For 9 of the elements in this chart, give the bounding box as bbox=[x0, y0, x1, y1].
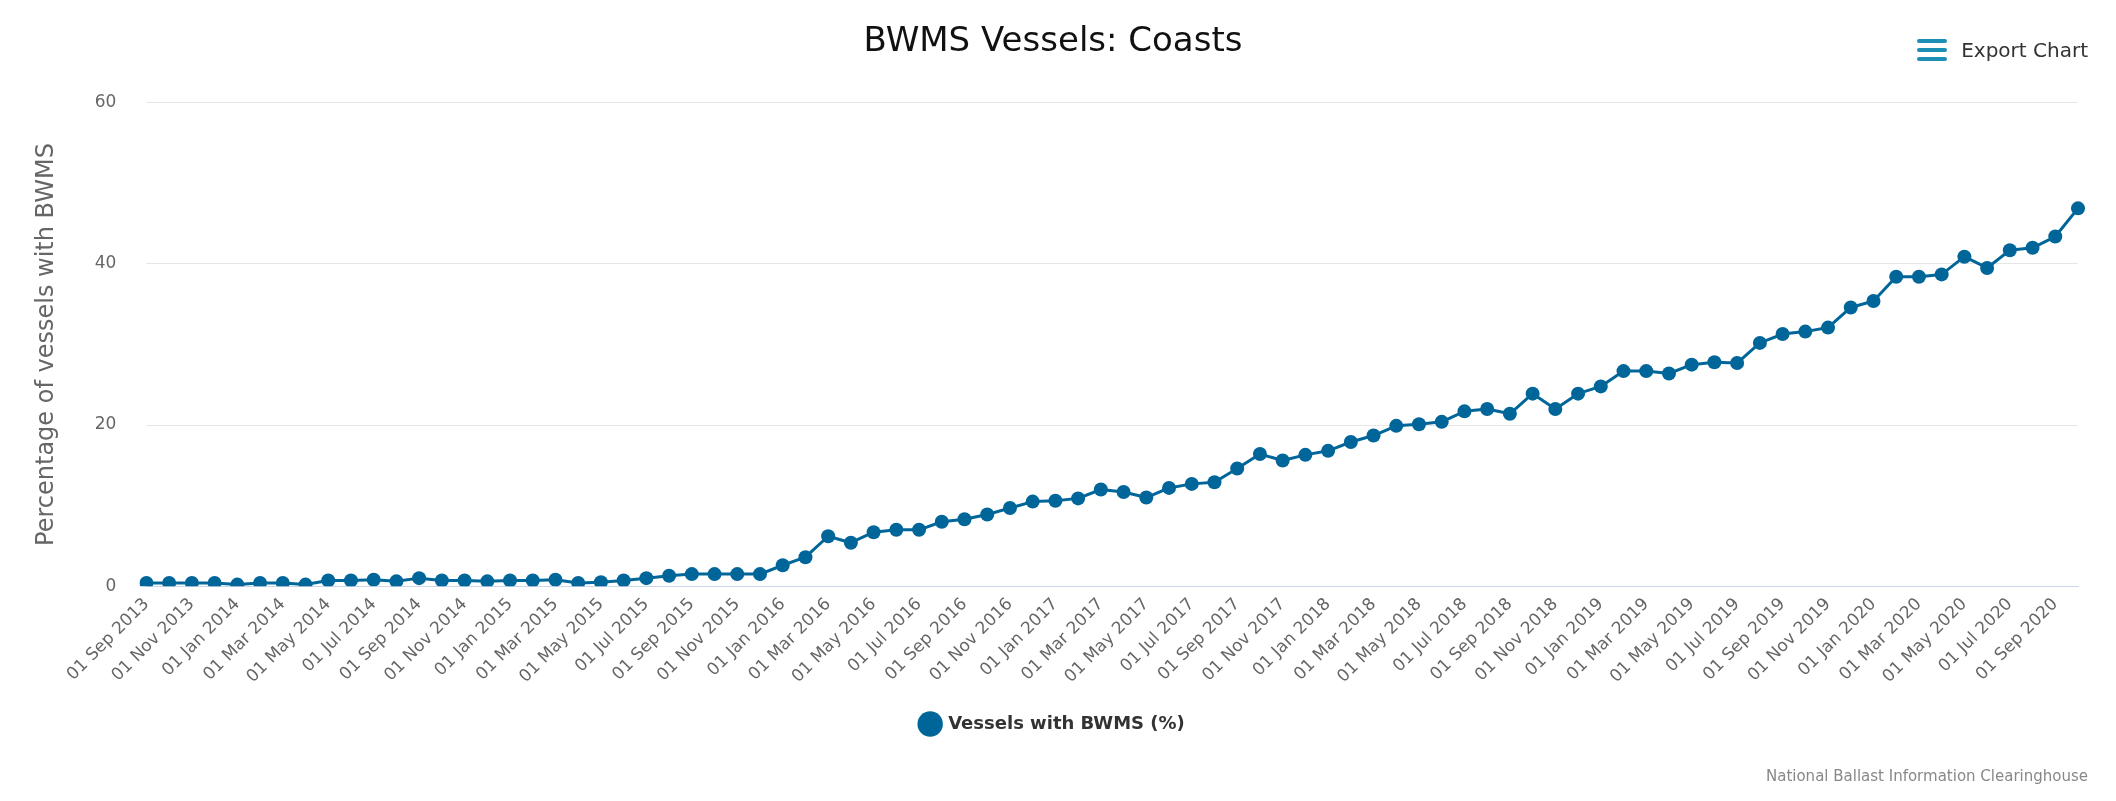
legend-label: Vessels with BWMS (%) bbox=[948, 711, 1185, 733]
text: National Ballast Information Clearinghouse bbox=[1765, 767, 2088, 785]
y-tick-label: 20 bbox=[94, 413, 117, 434]
y-tick-label: 0 bbox=[105, 574, 117, 595]
y-axis-title: Percentage of vessels with BWMS bbox=[30, 143, 59, 546]
chart-title: BWMS Vessels: Coasts bbox=[863, 19, 1243, 60]
y-tick-label: 40 bbox=[94, 252, 117, 273]
y-tick-label: 60 bbox=[94, 91, 117, 112]
text: Export Chart bbox=[1961, 38, 2088, 62]
